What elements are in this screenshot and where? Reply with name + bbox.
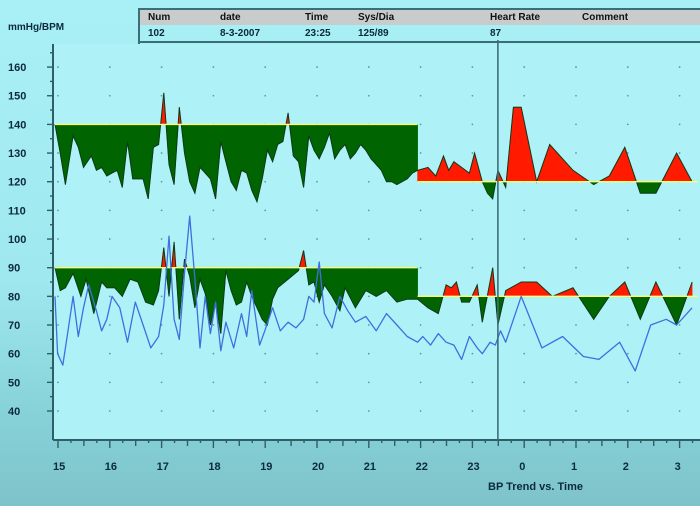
date-value: 8-3-2007 — [220, 27, 261, 39]
col-comment-header: Comment — [582, 12, 629, 23]
y-tick-label: 140 — [8, 119, 26, 131]
info-value-row[interactable]: 102 8-3-2007 23:25 125/89 87 — [140, 25, 700, 43]
col-time-header: Time — [305, 12, 329, 23]
x-tick-label: 3 — [675, 461, 681, 473]
time-value: 23:25 — [305, 27, 331, 39]
x-tick-label: 23 — [467, 461, 479, 473]
x-tick-label: 19 — [260, 461, 272, 473]
x-tick-label: 15 — [53, 461, 65, 473]
info-header-row: Num date Time Sys/Dia Heart Rate Comment — [140, 10, 700, 25]
col-hr-header: Heart Rate — [490, 12, 541, 23]
x-tick-label: 18 — [208, 461, 220, 473]
threshold-fills — [54, 92, 698, 334]
col-date-header: date — [220, 12, 241, 23]
plot-area — [53, 44, 700, 440]
y-tick-label: 150 — [8, 91, 26, 103]
x-tick-label: 22 — [416, 461, 428, 473]
hr-value: 87 — [490, 27, 502, 39]
y-tick-label: 40 — [8, 406, 20, 418]
series-lines — [54, 215, 693, 372]
x-tick-label: 21 — [364, 461, 376, 473]
y-tick-label: 110 — [8, 205, 26, 217]
sysdia-value: 125/89 — [358, 27, 389, 39]
y-tick-label: 160 — [8, 62, 26, 74]
heart-rate-line — [54, 215, 693, 372]
x-tick-label: 17 — [157, 461, 169, 473]
x-tick-label: 2 — [623, 461, 629, 473]
num-value: 102 — [148, 27, 165, 39]
y-tick-label: 70 — [8, 320, 20, 332]
reading-info-panel: Num date Time Sys/Dia Heart Rate Comment… — [138, 8, 700, 44]
y-tick-label: 120 — [8, 177, 26, 189]
y-tick-label: 100 — [8, 234, 26, 246]
x-tick-label: 1 — [571, 461, 577, 473]
x-axis-title: BP Trend vs. Time — [488, 481, 583, 493]
y-tick-label: 130 — [8, 148, 26, 160]
y-tick-label: 60 — [8, 349, 20, 361]
y-tick-label: 90 — [8, 263, 20, 275]
y-tick-label: 80 — [8, 291, 20, 303]
col-num-header: Num — [148, 12, 171, 23]
col-sysdia-header: Sys/Dia — [358, 12, 395, 23]
x-tick-label: 0 — [519, 461, 525, 473]
x-tick-label: 16 — [105, 461, 117, 473]
x-tick-label: 20 — [312, 461, 324, 473]
y-tick-label: 50 — [8, 377, 20, 389]
y-axis-unit-label: mmHg/BPM — [8, 22, 65, 33]
